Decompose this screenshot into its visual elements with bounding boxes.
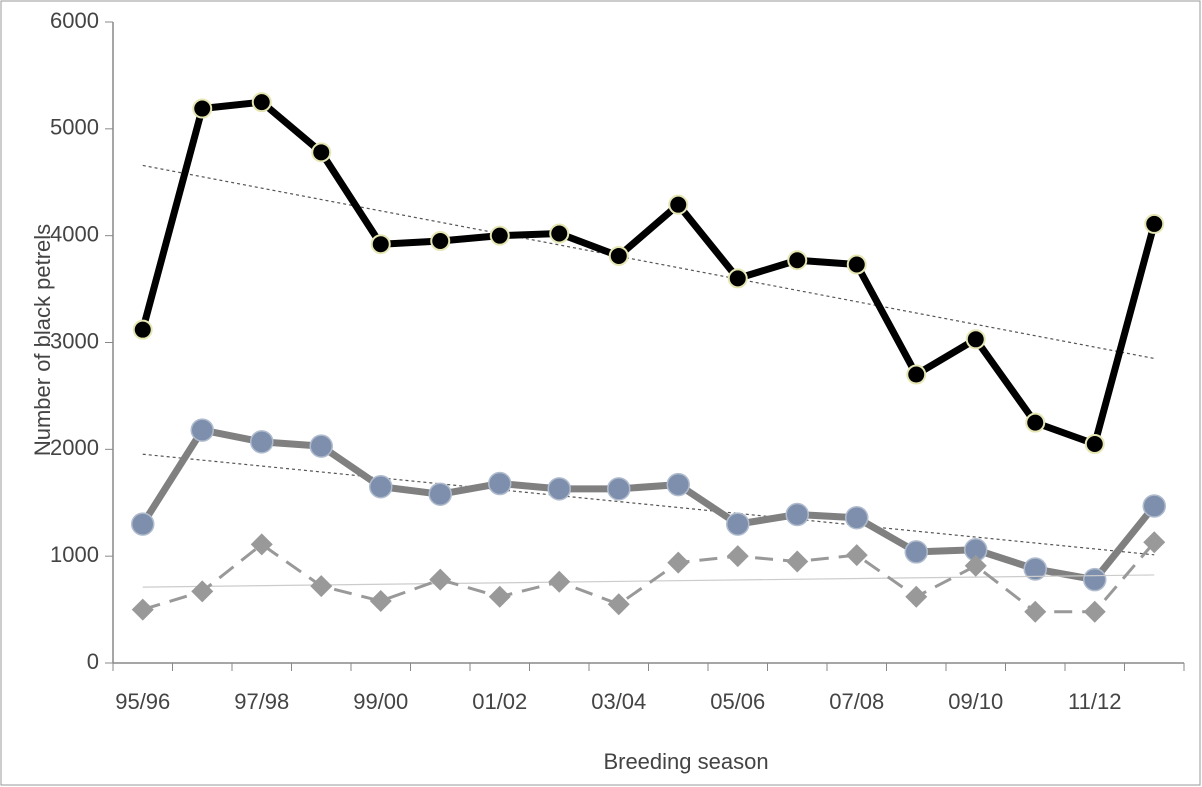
marker — [1024, 600, 1047, 623]
marker — [489, 225, 510, 246]
y-axis-label: Number of black petrels — [30, 224, 55, 456]
marker — [369, 590, 392, 613]
marker — [428, 482, 452, 506]
x-axis-label: Breeding season — [603, 749, 768, 774]
marker — [845, 544, 868, 567]
marker — [906, 364, 927, 385]
x-tick-label: 95/96 — [115, 689, 170, 714]
marker — [1143, 531, 1166, 554]
marker — [1025, 412, 1046, 433]
marker — [904, 540, 928, 564]
marker — [845, 505, 869, 530]
marker — [668, 194, 689, 215]
marker — [1142, 494, 1166, 518]
marker — [250, 430, 274, 454]
x-tick-label: 01/02 — [472, 689, 527, 714]
marker — [369, 474, 393, 499]
marker — [429, 568, 452, 591]
marker — [191, 580, 214, 603]
marker — [785, 502, 809, 527]
marker — [131, 512, 155, 536]
y-tick-label: 4000 — [50, 221, 99, 246]
marker — [488, 585, 511, 608]
x-tick-label: 97/98 — [234, 689, 289, 714]
marker — [1083, 600, 1106, 623]
marker — [787, 250, 808, 271]
y-tick-label: 3000 — [50, 328, 99, 353]
y-tick-label: 0 — [87, 649, 99, 674]
marker — [250, 533, 273, 556]
marker — [726, 512, 750, 536]
marker — [370, 234, 391, 255]
marker — [1023, 557, 1047, 581]
marker — [132, 319, 153, 340]
marker — [311, 142, 332, 163]
marker — [547, 477, 571, 501]
marker — [1144, 213, 1165, 234]
marker — [607, 477, 631, 501]
marker — [192, 98, 213, 119]
marker — [1083, 567, 1107, 592]
series-line — [139, 98, 1158, 448]
marker — [964, 554, 987, 577]
marker — [430, 231, 451, 252]
marker — [846, 254, 867, 275]
marker — [667, 551, 690, 574]
marker — [251, 92, 272, 113]
trend-line — [142, 164, 1155, 360]
marker — [965, 329, 986, 350]
marker — [608, 245, 629, 266]
x-tick-label: 09/10 — [948, 689, 1003, 714]
marker — [727, 268, 748, 289]
y-tick-label: 2000 — [50, 435, 99, 460]
marker — [131, 598, 154, 621]
marker — [726, 545, 749, 568]
x-tick-label: 05/06 — [710, 689, 765, 714]
marker — [548, 570, 571, 593]
x-tick-label: 11/12 — [1068, 689, 1121, 714]
marker — [488, 471, 512, 496]
marker — [607, 593, 630, 616]
marker — [309, 434, 333, 458]
marker — [310, 575, 333, 598]
trend-line — [142, 453, 1155, 556]
marker — [666, 472, 690, 497]
marker — [786, 550, 809, 573]
y-tick-label: 1000 — [50, 542, 99, 567]
marker — [905, 585, 928, 608]
series-line — [142, 541, 1156, 614]
marker — [1084, 433, 1105, 454]
x-tick-label: 03/04 — [591, 689, 646, 714]
x-tick-label: 07/08 — [829, 689, 884, 714]
x-tick-label: 99/00 — [353, 689, 408, 714]
y-tick-label: 6000 — [50, 8, 99, 33]
marker — [190, 418, 214, 442]
y-tick-label: 5000 — [50, 115, 99, 140]
marker — [549, 223, 570, 244]
